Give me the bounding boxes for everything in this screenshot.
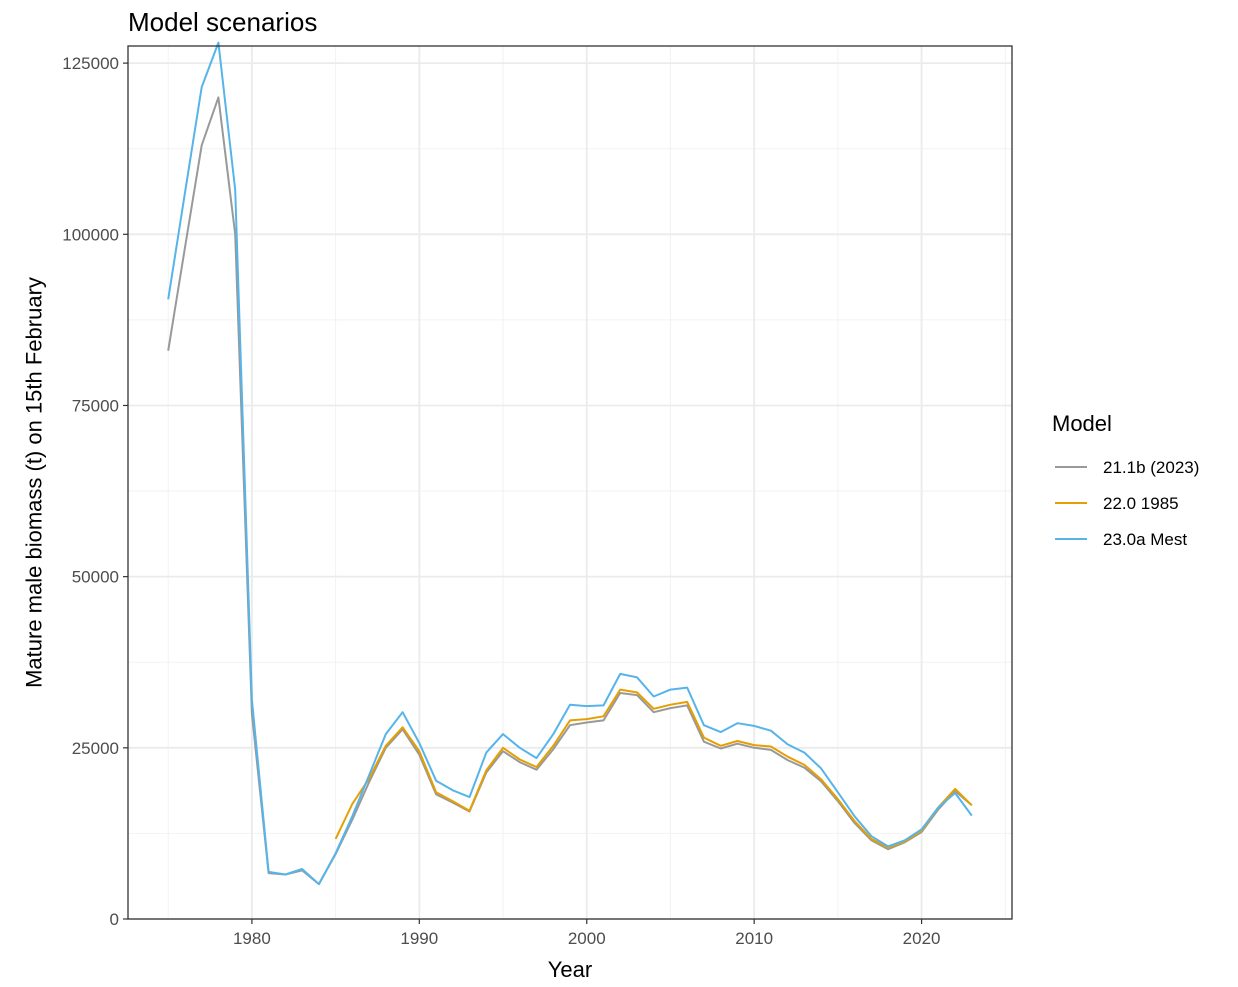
x-tick-label: 1980 (233, 929, 271, 948)
y-tick-label: 75000 (72, 396, 119, 415)
x-tick-label: 2010 (735, 929, 773, 948)
x-axis-title: Year (548, 957, 592, 982)
legend: Model 21.1b (2023) 22.0 1985 23.0a Mest (1052, 411, 1199, 549)
plot-panel-border (127, 45, 1013, 920)
grid (128, 46, 1012, 920)
x-tick-label: 2020 (903, 929, 941, 948)
legend-label-3: 23.0a Mest (1103, 530, 1187, 549)
y-tick-label: 125000 (62, 54, 119, 73)
chart-title: Model scenarios (128, 7, 317, 37)
legend-label-1: 21.1b (2023) (1103, 458, 1199, 477)
series-line-1 (167, 96, 973, 886)
y-tick-label: 25000 (72, 739, 119, 758)
y-tick-label: 0 (110, 910, 119, 929)
series-line-3 (167, 41, 973, 886)
x-tick-label: 2000 (568, 929, 606, 948)
y-tick-label: 50000 (72, 568, 119, 587)
y-axis-title: Mature male biomass (t) on 15th February (22, 277, 47, 688)
legend-title: Model (1052, 411, 1112, 436)
legend-label-2: 22.0 1985 (1103, 494, 1179, 513)
series-line-2 (334, 688, 973, 849)
axes: 1980 1990 2000 2010 2020 0 25000 50000 75000 1000… (62, 54, 940, 948)
series-lines (167, 41, 973, 886)
y-tick-label: 100000 (62, 225, 119, 244)
x-tick-label: 1990 (400, 929, 438, 948)
